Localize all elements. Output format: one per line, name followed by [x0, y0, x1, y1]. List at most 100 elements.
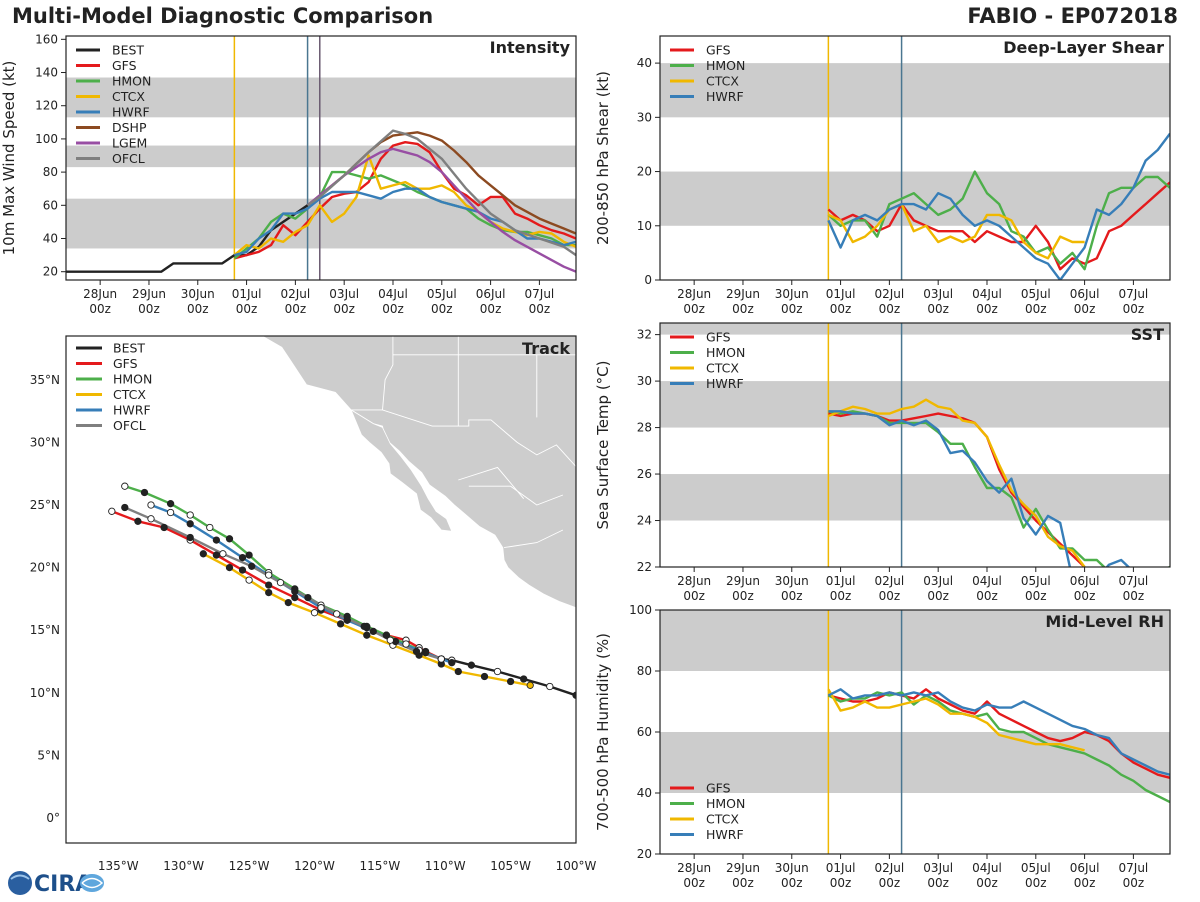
- track-point-ofcl: [248, 562, 256, 570]
- y-tick-label: 20: [637, 165, 652, 179]
- x-tick-label: 00z: [927, 302, 949, 316]
- state-border: [382, 336, 394, 410]
- track-point-ctcx: [199, 550, 207, 558]
- x-tick-label: 07Jul: [525, 287, 555, 301]
- x-tick-label: 06Jul: [476, 287, 506, 301]
- lon-tick-label: 105°W: [490, 859, 531, 873]
- x-tick-label: 00z: [683, 589, 705, 603]
- x-tick-label: 06Jul: [1070, 574, 1100, 588]
- track-point-hwrf: [186, 520, 194, 528]
- band: [66, 145, 576, 168]
- x-tick-label: 00z: [927, 876, 949, 890]
- x-tick-label: 30Jun: [775, 287, 809, 301]
- series-group: [827, 688, 1170, 804]
- x-tick-label: 00z: [382, 302, 404, 316]
- series-line-hwrf: [827, 132, 1170, 280]
- track-point-hwrf: [291, 587, 299, 596]
- series-line-hwrf: [827, 688, 1170, 776]
- track-point-ctcx: [245, 576, 253, 584]
- track-point-hwrf: [369, 627, 377, 636]
- series-line-hwrf: [234, 187, 576, 257]
- x-tick-label: 05Jul: [1021, 861, 1051, 875]
- panel-rh: 2040608010028Jun00z29Jun00z30Jun00z01Jul…: [594, 603, 1171, 890]
- lat-tick-label: 10°N: [30, 686, 60, 700]
- track-point-hmon: [245, 551, 253, 559]
- series-line-lgem: [306, 147, 576, 273]
- state-border: [468, 485, 564, 506]
- y-tick-label: 40: [43, 232, 58, 246]
- track-point-ctcx: [284, 598, 292, 607]
- x-tick-label: 00z: [976, 589, 998, 603]
- track-point-hmon: [382, 631, 391, 639]
- x-tick-label: 00z: [529, 302, 551, 316]
- state-border: [351, 409, 576, 468]
- x-tick-label: 00z: [1074, 876, 1096, 890]
- x-tick-label: 00z: [1074, 302, 1096, 316]
- x-tick-label: 02Jul: [281, 287, 311, 301]
- x-tick-label: 00z: [236, 302, 258, 316]
- y-tick-label: 100: [35, 132, 58, 146]
- x-tick-label: 00z: [333, 302, 355, 316]
- track-point-ctcx: [336, 620, 345, 628]
- y-tick-label: 60: [43, 198, 58, 212]
- legend-label: HMON: [706, 58, 745, 73]
- legend-label: LGEM: [112, 136, 147, 151]
- y-tick-label: 26: [637, 467, 652, 481]
- legend-label: HMON: [112, 74, 151, 89]
- legend-label: HWRF: [706, 89, 744, 104]
- track-point-best: [546, 682, 554, 691]
- x-tick-label: 00z: [830, 876, 852, 890]
- track-point-gfs: [212, 551, 221, 559]
- legend-label: HWRF: [112, 105, 150, 120]
- x-tick-label: 01Jul: [826, 574, 856, 588]
- track-point-ofcl: [360, 622, 368, 631]
- x-tick-label: 00z: [1123, 876, 1145, 890]
- swirl-icon: [80, 874, 104, 892]
- legend-label: HWRF: [113, 403, 151, 418]
- track-point-gfs: [265, 581, 273, 589]
- track-line-gfs: [111, 510, 442, 661]
- band: [660, 171, 1170, 226]
- series-line-gfs: [827, 181, 1170, 271]
- track-point-ofcl: [276, 578, 285, 587]
- x-tick-label: 00z: [879, 302, 901, 316]
- map-group: [108, 336, 576, 699]
- x-tick-label: 00z: [830, 589, 852, 603]
- track-point-hwrf: [343, 616, 351, 624]
- x-tick-label: 00z: [781, 302, 803, 316]
- x-tick-label: 04Jul: [972, 861, 1002, 875]
- x-tick-label: 02Jul: [875, 574, 905, 588]
- x-tick-label: 00z: [89, 302, 111, 316]
- y-axis-label: Sea Surface Temp (°C): [594, 360, 612, 529]
- y-axis-label: 10m Max Wind Speed (kt): [0, 61, 18, 256]
- track-point-ofcl: [304, 593, 312, 602]
- y-tick-label: 80: [43, 165, 58, 179]
- band: [660, 610, 1170, 671]
- state-border: [504, 529, 564, 549]
- x-tick-label: 02Jul: [875, 861, 905, 875]
- track-point-ofcl: [412, 647, 421, 656]
- lon-tick-label: 125°W: [229, 859, 270, 873]
- x-tick-label: 28Jun: [83, 287, 117, 301]
- x-tick-label: 00z: [1025, 589, 1047, 603]
- track-point-hwrf: [166, 508, 175, 517]
- x-tick-label: 03Jul: [329, 287, 359, 301]
- x-tick-label: 28Jun: [677, 574, 711, 588]
- legend-label: HWRF: [706, 827, 744, 842]
- legend-label: GFS: [706, 330, 731, 345]
- series-line-gfs: [234, 140, 576, 260]
- series-group: [827, 398, 1170, 567]
- x-tick-label: 07Jul: [1119, 574, 1149, 588]
- y-tick-label: 20: [637, 847, 652, 861]
- series-group: [66, 129, 576, 273]
- track-point-hmon: [186, 511, 194, 519]
- x-tick-label: 05Jul: [1021, 287, 1051, 301]
- legend-label: CTCX: [706, 361, 739, 376]
- x-tick-label: 01Jul: [826, 287, 856, 301]
- lat-tick-label: 25°N: [30, 498, 60, 512]
- x-tick-label: 02Jul: [875, 287, 905, 301]
- y-tick-label: 32: [637, 328, 652, 342]
- x-tick-label: 00z: [1025, 302, 1047, 316]
- track-line-ctcx: [202, 552, 531, 687]
